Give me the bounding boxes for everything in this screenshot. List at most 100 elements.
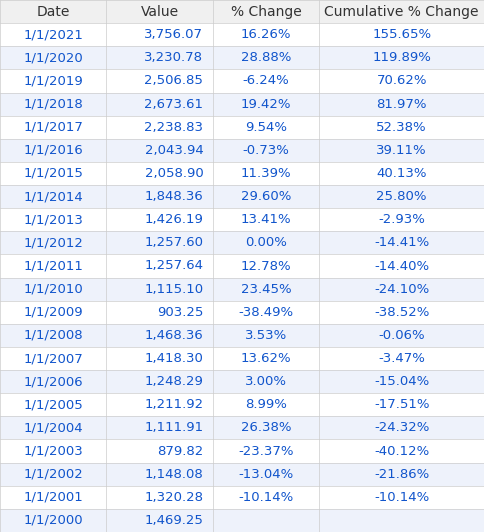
Text: -38.52%: -38.52% bbox=[374, 306, 429, 319]
Text: -40.12%: -40.12% bbox=[374, 445, 429, 458]
Text: -10.14%: -10.14% bbox=[239, 491, 294, 504]
Text: 2,238.83: 2,238.83 bbox=[144, 121, 203, 134]
Text: 2,673.61: 2,673.61 bbox=[144, 97, 203, 111]
Text: 1/1/2000: 1/1/2000 bbox=[23, 514, 83, 527]
Bar bbox=[0, 115, 484, 139]
Text: 3.53%: 3.53% bbox=[245, 329, 287, 342]
Bar bbox=[0, 486, 484, 509]
Text: Value: Value bbox=[141, 5, 179, 19]
Text: 1/1/2003: 1/1/2003 bbox=[23, 445, 83, 458]
Text: -6.24%: -6.24% bbox=[243, 74, 289, 87]
Text: 1/1/2001: 1/1/2001 bbox=[23, 491, 83, 504]
Text: -0.06%: -0.06% bbox=[378, 329, 425, 342]
Text: 1,211.92: 1,211.92 bbox=[144, 398, 203, 411]
Text: 1/1/2020: 1/1/2020 bbox=[23, 51, 83, 64]
Text: 28.88%: 28.88% bbox=[241, 51, 291, 64]
Text: 903.25: 903.25 bbox=[157, 306, 203, 319]
Text: 16.26%: 16.26% bbox=[241, 28, 291, 41]
Text: 1,320.28: 1,320.28 bbox=[144, 491, 203, 504]
Text: 2,058.90: 2,058.90 bbox=[145, 167, 203, 180]
Text: 19.42%: 19.42% bbox=[241, 97, 291, 111]
Text: -23.37%: -23.37% bbox=[239, 445, 294, 458]
Bar bbox=[0, 509, 484, 532]
Text: 1/1/2015: 1/1/2015 bbox=[23, 167, 83, 180]
Text: 25.80%: 25.80% bbox=[377, 190, 427, 203]
Bar bbox=[0, 324, 484, 347]
Text: 1/1/2004: 1/1/2004 bbox=[23, 421, 83, 435]
Bar bbox=[0, 301, 484, 324]
Text: 52.38%: 52.38% bbox=[377, 121, 427, 134]
Text: 1/1/2011: 1/1/2011 bbox=[23, 260, 83, 272]
Bar bbox=[0, 162, 484, 185]
Text: 81.97%: 81.97% bbox=[377, 97, 427, 111]
Text: 40.13%: 40.13% bbox=[377, 167, 427, 180]
Text: -14.41%: -14.41% bbox=[374, 236, 429, 250]
Text: -14.40%: -14.40% bbox=[374, 260, 429, 272]
Text: 1/1/2018: 1/1/2018 bbox=[23, 97, 83, 111]
Text: 1/1/2016: 1/1/2016 bbox=[23, 144, 83, 157]
Text: 1,115.10: 1,115.10 bbox=[144, 282, 203, 296]
Text: -15.04%: -15.04% bbox=[374, 375, 429, 388]
Text: 1/1/2012: 1/1/2012 bbox=[23, 236, 83, 250]
Text: 70.62%: 70.62% bbox=[377, 74, 427, 87]
Bar bbox=[0, 393, 484, 417]
Bar bbox=[0, 347, 484, 370]
Text: -13.04%: -13.04% bbox=[239, 468, 294, 481]
Text: 13.62%: 13.62% bbox=[241, 352, 291, 365]
Text: 1/1/2006: 1/1/2006 bbox=[23, 375, 83, 388]
Bar bbox=[0, 69, 484, 93]
Text: 1/1/2014: 1/1/2014 bbox=[23, 190, 83, 203]
Text: 0.00%: 0.00% bbox=[245, 236, 287, 250]
Bar bbox=[0, 278, 484, 301]
Text: 1,148.08: 1,148.08 bbox=[145, 468, 203, 481]
Text: 11.39%: 11.39% bbox=[241, 167, 291, 180]
Text: 1/1/2010: 1/1/2010 bbox=[23, 282, 83, 296]
Text: 1/1/2019: 1/1/2019 bbox=[23, 74, 83, 87]
Text: 3,756.07: 3,756.07 bbox=[144, 28, 203, 41]
Text: 1/1/2007: 1/1/2007 bbox=[23, 352, 83, 365]
Text: 879.82: 879.82 bbox=[157, 445, 203, 458]
Bar bbox=[0, 185, 484, 208]
Text: -0.73%: -0.73% bbox=[243, 144, 289, 157]
Bar bbox=[0, 370, 484, 393]
Text: 1/1/2005: 1/1/2005 bbox=[23, 398, 83, 411]
Text: -10.14%: -10.14% bbox=[374, 491, 429, 504]
Text: 1/1/2021: 1/1/2021 bbox=[23, 28, 83, 41]
Text: 9.54%: 9.54% bbox=[245, 121, 287, 134]
Bar bbox=[0, 139, 484, 162]
Bar bbox=[0, 439, 484, 463]
Text: 1,257.64: 1,257.64 bbox=[144, 260, 203, 272]
Text: 155.65%: 155.65% bbox=[372, 28, 431, 41]
Text: -38.49%: -38.49% bbox=[239, 306, 294, 319]
Text: 2,506.85: 2,506.85 bbox=[144, 74, 203, 87]
Bar bbox=[0, 417, 484, 439]
Text: 1,469.25: 1,469.25 bbox=[144, 514, 203, 527]
Text: -3.47%: -3.47% bbox=[378, 352, 425, 365]
Text: Cumulative % Change: Cumulative % Change bbox=[324, 5, 479, 19]
Text: 8.99%: 8.99% bbox=[245, 398, 287, 411]
Text: 39.11%: 39.11% bbox=[377, 144, 427, 157]
Text: 1,426.19: 1,426.19 bbox=[144, 213, 203, 226]
Text: 3.00%: 3.00% bbox=[245, 375, 287, 388]
Text: 1,111.91: 1,111.91 bbox=[144, 421, 203, 435]
Bar bbox=[0, 208, 484, 231]
Bar bbox=[0, 231, 484, 254]
Text: 29.60%: 29.60% bbox=[241, 190, 291, 203]
Text: 1,468.36: 1,468.36 bbox=[145, 329, 203, 342]
Text: -21.86%: -21.86% bbox=[374, 468, 429, 481]
Text: % Change: % Change bbox=[231, 5, 302, 19]
Bar bbox=[0, 23, 484, 46]
Bar bbox=[0, 46, 484, 69]
Text: -24.10%: -24.10% bbox=[374, 282, 429, 296]
Text: 26.38%: 26.38% bbox=[241, 421, 291, 435]
Text: 1/1/2008: 1/1/2008 bbox=[23, 329, 83, 342]
Bar bbox=[0, 254, 484, 278]
Bar bbox=[0, 463, 484, 486]
Text: 1/1/2013: 1/1/2013 bbox=[23, 213, 83, 226]
Text: 13.41%: 13.41% bbox=[241, 213, 291, 226]
Text: 1,848.36: 1,848.36 bbox=[145, 190, 203, 203]
Text: 1,418.30: 1,418.30 bbox=[144, 352, 203, 365]
Bar bbox=[0, 0, 484, 23]
Text: 12.78%: 12.78% bbox=[241, 260, 291, 272]
Text: -17.51%: -17.51% bbox=[374, 398, 429, 411]
